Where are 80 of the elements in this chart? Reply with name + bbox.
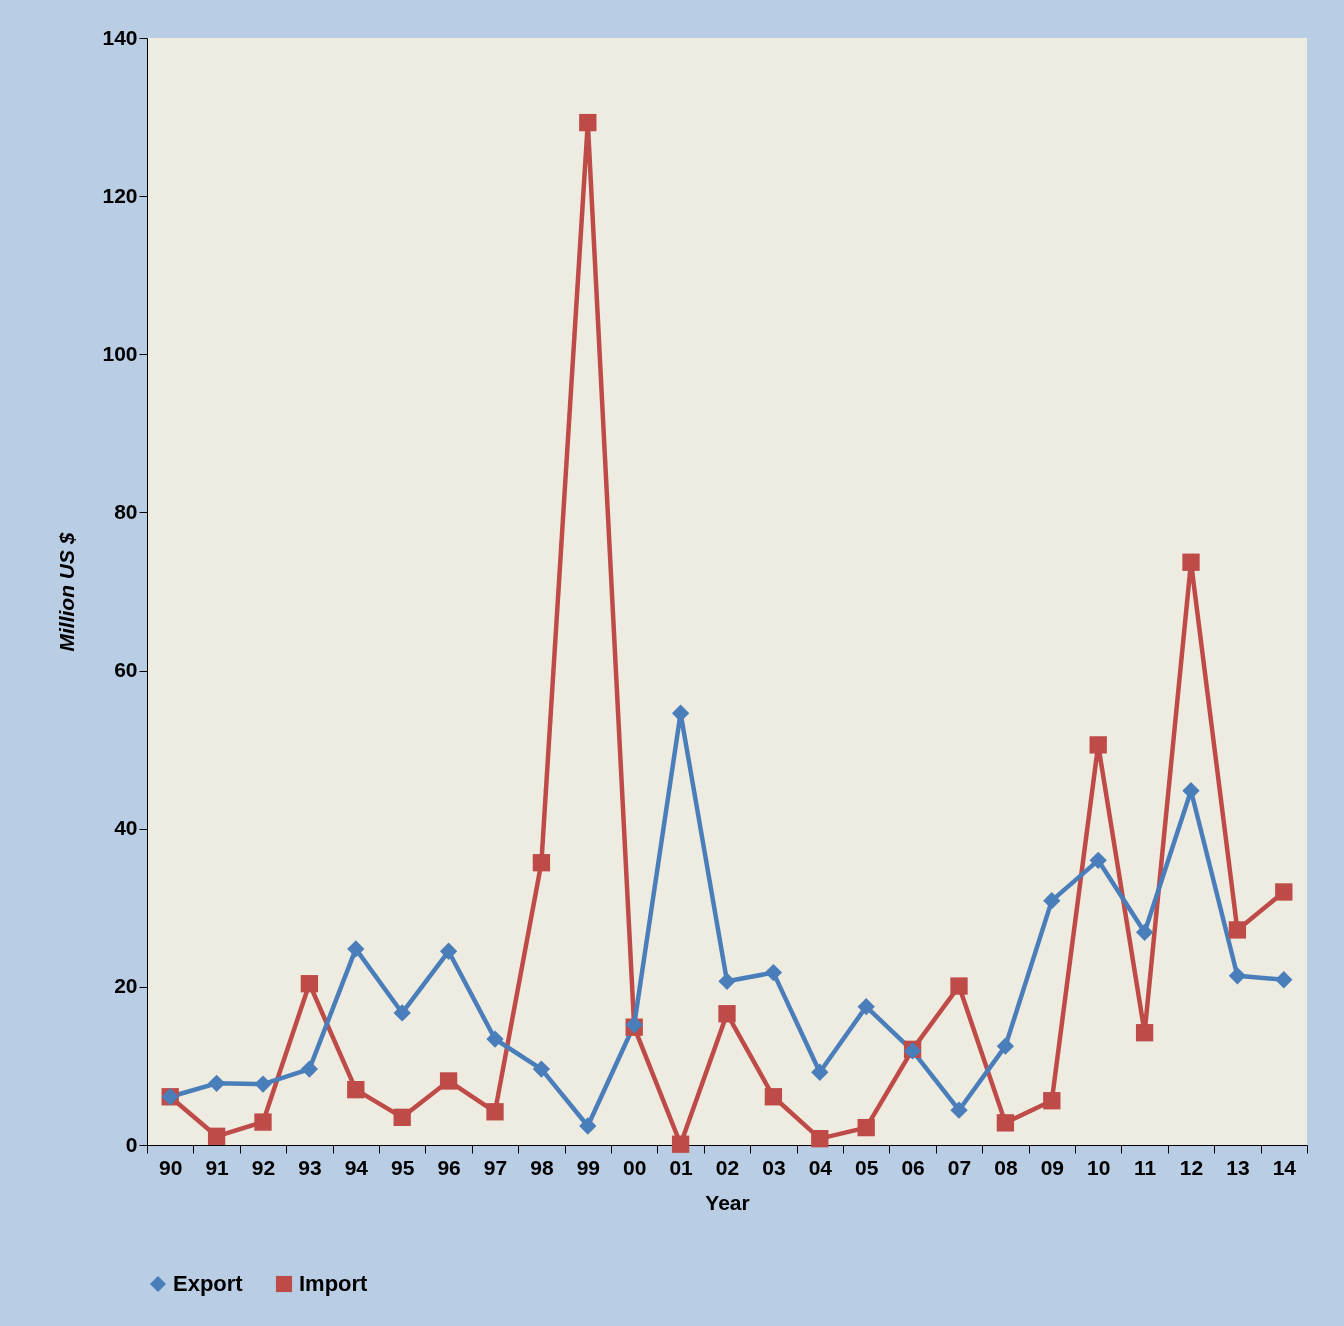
x-tick-label: 03 xyxy=(762,1155,786,1179)
point xyxy=(1089,851,1107,869)
point xyxy=(1275,971,1293,989)
x-tick-label: 95 xyxy=(391,1155,415,1179)
y-tick-label: 60 xyxy=(114,658,138,682)
x-tick-label: 90 xyxy=(159,1155,183,1179)
point xyxy=(300,975,319,993)
point xyxy=(207,1074,226,1092)
x-tick-label: 02 xyxy=(715,1155,740,1179)
point xyxy=(300,1060,319,1078)
point xyxy=(254,1075,272,1093)
x-tick-label: 98 xyxy=(530,1155,554,1179)
x-tick-label: 91 xyxy=(205,1155,230,1179)
point xyxy=(811,1130,829,1148)
x-tick-label: 13 xyxy=(1226,1155,1250,1179)
x-tick-label: 12 xyxy=(1179,1155,1204,1179)
x-tick-label: 06 xyxy=(901,1155,925,1179)
point xyxy=(254,1113,272,1131)
x-tick-label: 08 xyxy=(994,1155,1018,1179)
y-tick-label: 120 xyxy=(102,183,138,207)
point xyxy=(486,1030,504,1048)
point xyxy=(857,997,875,1016)
point xyxy=(532,854,551,872)
y-tick-label: 100 xyxy=(102,341,138,365)
x-tick-label: 96 xyxy=(437,1155,461,1179)
point xyxy=(950,1101,968,1119)
point xyxy=(393,1004,411,1022)
point xyxy=(579,1117,597,1135)
x-tick-label: 11 xyxy=(1134,1155,1157,1179)
y-tick-label: 80 xyxy=(114,499,138,523)
x-tick-label: 93 xyxy=(298,1155,322,1179)
point xyxy=(1135,1024,1154,1042)
x-tick-label: 05 xyxy=(855,1155,879,1179)
point xyxy=(439,1072,458,1090)
point xyxy=(1182,782,1200,800)
point xyxy=(486,1103,504,1121)
point xyxy=(671,1135,690,1153)
y-axis-title: Million US $ xyxy=(55,532,79,652)
x-tick-label: 07 xyxy=(947,1155,972,1179)
x-tick-label: 09 xyxy=(1040,1155,1064,1179)
x-tick-label: 00 xyxy=(623,1155,647,1179)
legend-label: Import xyxy=(299,1271,369,1296)
point xyxy=(347,1080,365,1099)
point xyxy=(996,1114,1015,1132)
point xyxy=(207,1127,226,1145)
y-tick-label: 0 xyxy=(125,1132,138,1156)
point xyxy=(1043,892,1061,910)
point xyxy=(764,1088,783,1106)
point xyxy=(857,1118,875,1137)
point xyxy=(1228,921,1247,939)
point xyxy=(532,1060,551,1078)
point xyxy=(347,940,365,958)
x-tick-label: 99 xyxy=(576,1155,600,1179)
point xyxy=(393,1108,411,1126)
point xyxy=(1089,736,1107,754)
y-tick-label: 40 xyxy=(114,816,138,840)
x-tick-label: 04 xyxy=(808,1155,833,1179)
point xyxy=(1043,1092,1061,1110)
x-tick-label: 97 xyxy=(483,1155,508,1179)
point xyxy=(579,113,597,132)
point xyxy=(1182,553,1200,571)
point xyxy=(1135,923,1154,941)
x-axis-title: Year xyxy=(705,1190,750,1214)
point xyxy=(439,942,458,960)
point xyxy=(1275,883,1293,901)
legend-label: Export xyxy=(173,1271,244,1296)
point xyxy=(764,963,783,982)
y-tick-label: 140 xyxy=(102,25,138,49)
x-tick-label: 10 xyxy=(1087,1155,1111,1179)
point xyxy=(718,1005,736,1023)
y-tick-label: 20 xyxy=(114,974,138,998)
point xyxy=(996,1037,1015,1055)
x-tick-label: 14 xyxy=(1272,1155,1297,1179)
point xyxy=(718,972,736,990)
x-tick-label: 92 xyxy=(251,1155,276,1179)
point xyxy=(1228,967,1247,985)
x-tick-label: 94 xyxy=(344,1155,369,1179)
point xyxy=(950,977,968,995)
point xyxy=(811,1063,829,1081)
x-tick-label: 01 xyxy=(669,1155,694,1179)
